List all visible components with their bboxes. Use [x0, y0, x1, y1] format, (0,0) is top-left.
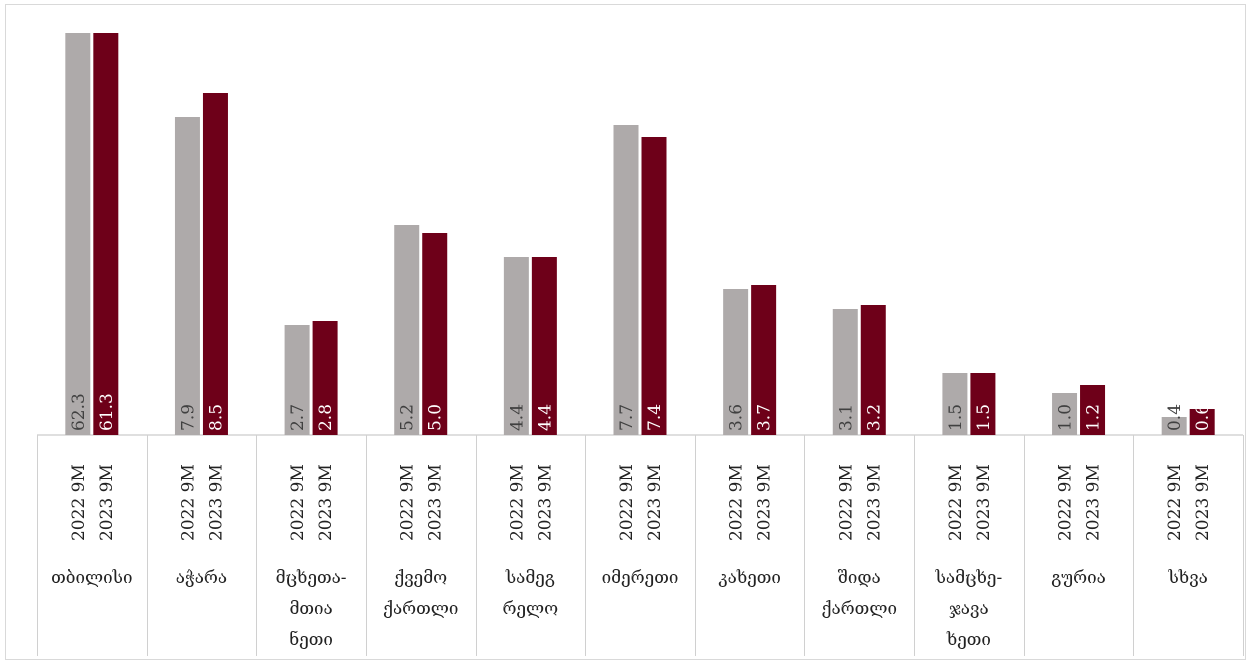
bar-2022 — [832, 309, 858, 435]
series-tick-label: 2022 9M — [617, 464, 637, 541]
bar-2022 — [284, 325, 310, 435]
category-label: აჭარა — [176, 568, 227, 588]
data-label: 4.4 — [507, 404, 527, 431]
series-tick-label: 2022 9M — [946, 464, 966, 541]
bar-2023 — [312, 321, 338, 435]
bar-2023 — [1189, 409, 1215, 435]
series-tick-label: 2023 9M — [645, 464, 665, 541]
series-tick-label: 2023 9M — [316, 464, 336, 541]
category-label: იმერეთი — [602, 568, 679, 588]
bar-2023 — [751, 285, 777, 435]
data-label: 5.0 — [426, 404, 446, 431]
bar-2023 — [860, 305, 886, 435]
category-label: მთია — [289, 599, 332, 619]
bar-2022 — [1161, 417, 1187, 435]
category-label: ჯავა — [949, 599, 988, 619]
series-tick-label: 2022 9M — [178, 464, 198, 541]
bar-2023 — [970, 373, 996, 435]
series-tick-label: 2023 9M — [97, 464, 117, 541]
series-tick-label: 2023 9M — [755, 464, 775, 541]
data-label: 1.2 — [1084, 404, 1104, 431]
series-tick-label: 2022 9M — [398, 464, 418, 541]
data-label: 61.3 — [97, 393, 117, 431]
data-label: 62.3 — [69, 393, 89, 431]
category-label: სამცხე- — [935, 568, 1003, 588]
data-label: 5.2 — [398, 404, 418, 431]
data-label: 3.2 — [864, 404, 884, 431]
category-label: შიდა — [838, 568, 881, 588]
series-tick-label: 2023 9M — [1084, 464, 1104, 541]
series-tick-label: 2023 9M — [426, 464, 446, 541]
series-tick-label: 2022 9M — [1056, 464, 1076, 541]
series-tick-label: 2023 9M — [535, 464, 555, 541]
data-label: 0.4 — [1165, 404, 1185, 431]
category-label: გურია — [1051, 568, 1106, 588]
bar-2022 — [613, 125, 639, 435]
data-label: 2.7 — [288, 404, 308, 431]
bar-2023 — [93, 33, 119, 435]
series-tick-label: 2022 9M — [507, 464, 527, 541]
data-label: 4.4 — [535, 404, 555, 431]
series-tick-label: 2022 9M — [69, 464, 89, 541]
series-tick-label: 2023 9M — [974, 464, 994, 541]
data-label: 1.5 — [946, 404, 966, 431]
chart-frame — [5, 4, 1246, 660]
data-label: 7.7 — [617, 404, 637, 431]
bar-2022 — [942, 373, 968, 435]
bar-2022 — [723, 289, 749, 435]
category-label: ხეთი — [946, 630, 991, 650]
category-label: სამეგ — [505, 568, 555, 588]
category-label: მცხეთა- — [276, 568, 347, 588]
category-label: ქვემო — [394, 568, 447, 588]
data-label: 7.9 — [178, 404, 198, 431]
series-tick-label: 2023 9M — [1193, 464, 1213, 541]
category-label: რელო — [503, 599, 559, 619]
data-label: 3.1 — [836, 404, 856, 431]
data-label: 1.5 — [974, 404, 994, 431]
category-label: ნეთი — [289, 630, 333, 650]
bar-2023 — [422, 233, 448, 435]
series-tick-label: 2022 9M — [288, 464, 308, 541]
data-label: 0.6 — [1193, 404, 1213, 431]
series-tick-label: 2022 9M — [727, 464, 747, 541]
bar-2022 — [174, 117, 200, 435]
bar-2023 — [202, 93, 228, 435]
data-label: 3.7 — [755, 404, 775, 431]
data-label: 3.6 — [727, 404, 747, 431]
category-label: კახეთი — [718, 568, 781, 588]
category-label: ქართლი — [822, 599, 897, 619]
bar-2023 — [531, 257, 557, 435]
bar-2022 — [1052, 393, 1078, 435]
category-label: სხვა — [1167, 568, 1207, 588]
bar-2022 — [503, 257, 529, 435]
data-label: 1.0 — [1056, 404, 1076, 431]
bar-2023 — [1080, 385, 1106, 435]
data-label: 2.8 — [316, 404, 336, 431]
category-label: თბილისი — [51, 568, 132, 588]
data-label: 7.4 — [645, 404, 665, 431]
series-tick-label: 2022 9M — [836, 464, 856, 541]
category-label: ქართლი — [383, 599, 458, 619]
series-tick-label: 2023 9M — [206, 464, 226, 541]
bar-2023 — [641, 137, 667, 435]
series-tick-label: 2022 9M — [1165, 464, 1185, 541]
series-tick-label: 2023 9M — [864, 464, 884, 541]
bar-2022 — [394, 225, 420, 435]
bar-2022 — [65, 33, 91, 435]
data-label: 8.5 — [206, 404, 226, 431]
